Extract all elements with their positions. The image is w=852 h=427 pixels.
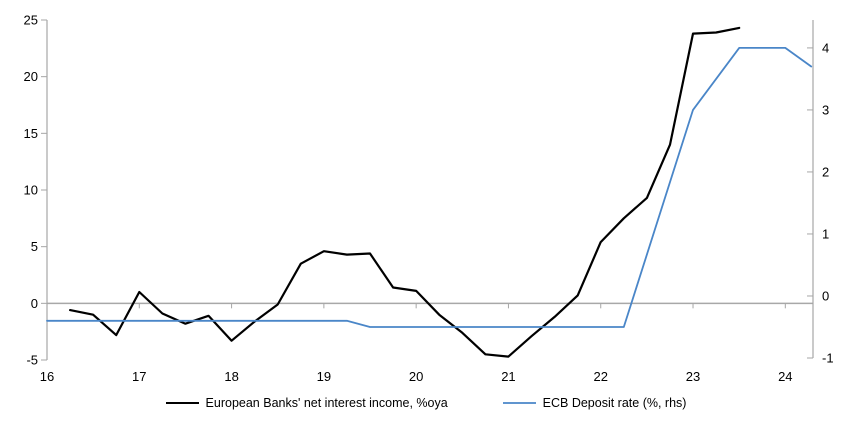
chart-legend: European Banks' net interest income, %oy… [0, 396, 852, 410]
legend-swatch-blue-line [502, 402, 536, 404]
legend-item-ecb-deposit-rate: ECB Deposit rate (%, rhs) [502, 396, 687, 410]
left-axis-tick-label: 10 [24, 183, 38, 198]
left-axis-tick-label: 25 [24, 13, 38, 28]
legend-label-ecb-deposit-rate: ECB Deposit rate (%, rhs) [542, 396, 687, 410]
left-axis-tick-label: 15 [24, 126, 38, 141]
x-axis-tick-label: 19 [317, 369, 331, 384]
series-line-ecb-deposit-rate [46, 47, 813, 328]
right-axis-tick-label: 3 [822, 102, 829, 117]
x-axis-tick-label: 20 [409, 369, 423, 384]
x-axis-tick-label: 16 [40, 369, 54, 384]
legend-item-net-interest-income: European Banks' net interest income, %oy… [165, 396, 448, 410]
left-axis-tick-label: 0 [31, 296, 38, 311]
x-axis-tick-label: 21 [501, 369, 515, 384]
left-axis-tick-label: 20 [24, 69, 38, 84]
right-axis-tick-label: 2 [822, 164, 829, 179]
series-line-net-interest-income [68, 26, 741, 358]
x-axis-tick-label: 24 [778, 369, 792, 384]
left-axis-tick-label: -5 [26, 353, 38, 368]
left-axis-tick-label: 5 [31, 239, 38, 254]
right-axis-tick-label: 1 [822, 226, 829, 241]
x-axis-tick-label: 22 [594, 369, 608, 384]
x-axis-tick-label: 17 [132, 369, 146, 384]
right-axis-tick-label: 4 [822, 40, 829, 55]
x-axis-tick-label: 18 [224, 369, 238, 384]
x-axis-tick-label: 23 [686, 369, 700, 384]
right-axis-tick-label: -1 [822, 351, 834, 366]
legend-label-net-interest-income: European Banks' net interest income, %oy… [205, 396, 448, 410]
right-axis-tick-label: 0 [822, 288, 829, 303]
legend-swatch-black-line [165, 402, 199, 404]
